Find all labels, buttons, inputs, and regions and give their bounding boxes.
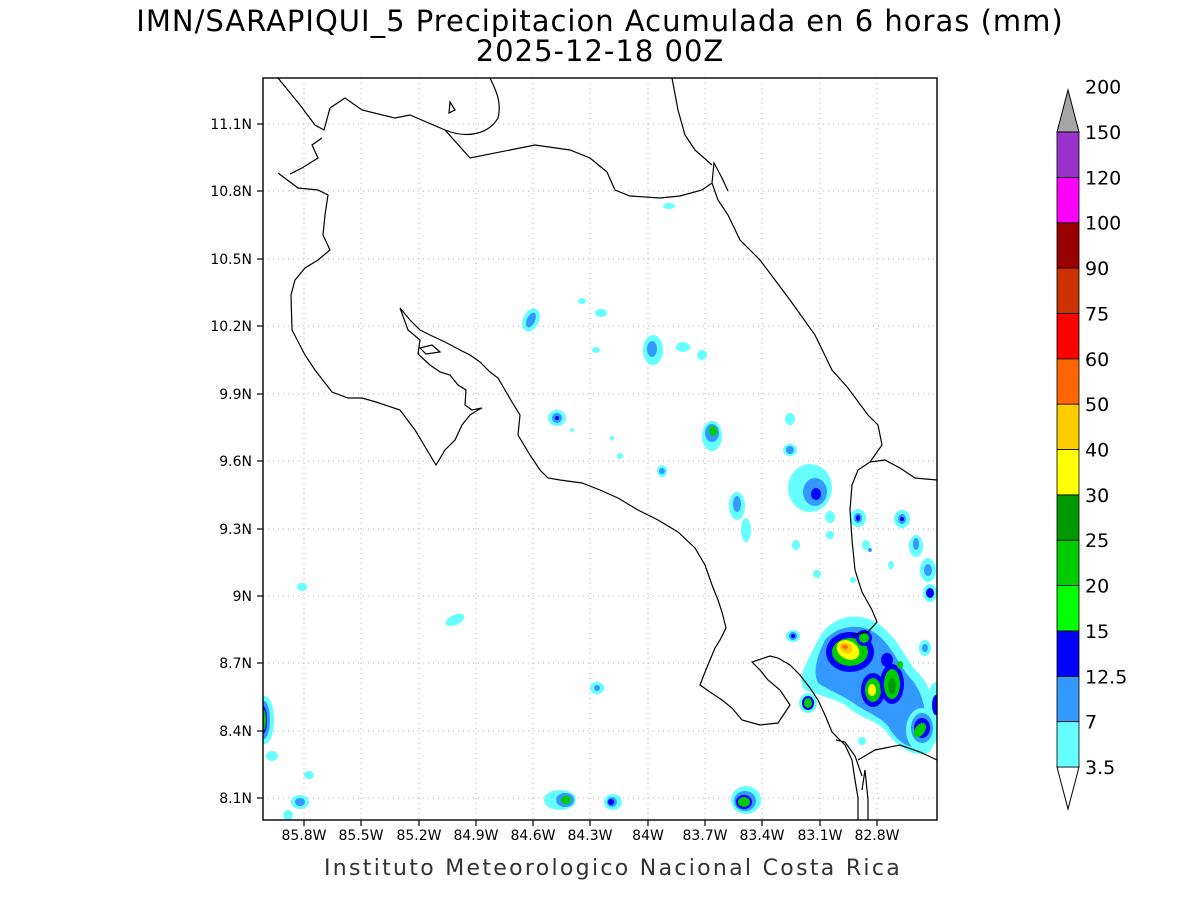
lon-tick-label: 82.8W	[854, 828, 899, 844]
colorbar-level-label: 120	[1085, 167, 1121, 189]
colorbar-level-label: 75	[1085, 303, 1109, 325]
colorbar-swatch	[1056, 176, 1080, 224]
lat-tick-label: 9N	[233, 589, 252, 605]
lat-tick-label: 11.1N	[210, 117, 252, 133]
colorbar-upper-triangle	[1056, 88, 1080, 133]
coastline	[277, 78, 937, 820]
lon-tick-label: 83.7W	[682, 828, 727, 844]
colorbar-swatch	[1056, 539, 1080, 586]
colorbar-swatch	[1056, 585, 1080, 632]
colorbar: 3.5 7 12.5 15 20 25 30 40 50 60 75 90 100 120 150 200	[1056, 77, 1127, 811]
lat-tick-label: 9.3N	[219, 522, 252, 538]
colorbar-swatch	[1056, 630, 1080, 677]
lon-tick-label: 84.3W	[567, 828, 612, 844]
lat-tick-label: 9.9N	[219, 387, 252, 403]
colorbar-swatch	[1056, 721, 1080, 768]
plot-frame	[262, 77, 938, 821]
lat-tick-label: 10.8N	[210, 184, 252, 200]
lon-tick-label: 83.1W	[797, 828, 842, 844]
colorbar-level-label: 20	[1085, 576, 1109, 598]
colorbar-level-label: 3.5	[1085, 757, 1115, 779]
colorbar-swatch	[1056, 675, 1080, 723]
lon-tick-label: 84W	[632, 828, 664, 844]
lon-tick-label: 85.2W	[396, 828, 441, 844]
lon-tick-label: 84.6W	[510, 828, 555, 844]
lat-tick-label: 8.7N	[219, 656, 252, 672]
colorbar-swatch	[1056, 494, 1080, 541]
colorbar-level-label: 90	[1085, 258, 1109, 280]
colorbar-level-label: 200	[1085, 77, 1121, 99]
colorbar-swatch	[1056, 131, 1080, 178]
colorbar-level-label: 40	[1085, 440, 1109, 462]
colorbar-level-label: 30	[1085, 485, 1109, 507]
colorbar-swatch	[1056, 267, 1080, 314]
colorbar-level-label: 100	[1085, 213, 1121, 235]
lon-tick-label: 85.5W	[338, 828, 383, 844]
lon-tick-label: 83.4W	[739, 828, 784, 844]
lon-tick-label: 85.8W	[281, 828, 326, 844]
footer-credit: Instituto Meteorologico Nacional Costa R…	[323, 856, 903, 881]
lat-tick-label: 10.2N	[210, 319, 252, 335]
lat-tick-label: 9.6N	[219, 454, 252, 470]
map-grid	[263, 78, 937, 820]
map-title: IMN/SARAPIQUI_5 Precipitacion Acumulada …	[136, 4, 1064, 38]
colorbar-level-label: 12.5	[1085, 666, 1127, 688]
precipitation-shading	[263, 203, 937, 820]
lat-tick-label: 8.1N	[219, 791, 252, 807]
map-valid-time: 2025-12-18 00Z	[475, 34, 725, 68]
colorbar-lower-triangle	[1056, 766, 1080, 811]
colorbar-level-label: 25	[1085, 530, 1109, 552]
colorbar-swatch	[1056, 358, 1080, 405]
colorbar-swatch	[1056, 313, 1080, 360]
colorbar-level-label: 150	[1085, 122, 1121, 144]
lat-tick-label: 8.4N	[219, 724, 252, 740]
lat-tick-label: 10.5N	[210, 252, 252, 268]
colorbar-level-label: 7	[1085, 712, 1097, 734]
colorbar-swatch	[1056, 403, 1080, 450]
colorbar-level-label: 15	[1085, 621, 1109, 643]
colorbar-swatch	[1056, 222, 1080, 269]
colorbar-swatch	[1056, 449, 1080, 496]
colorbar-level-label: 60	[1085, 349, 1109, 371]
colorbar-level-label: 50	[1085, 394, 1109, 416]
lon-tick-label: 84.9W	[453, 828, 498, 844]
